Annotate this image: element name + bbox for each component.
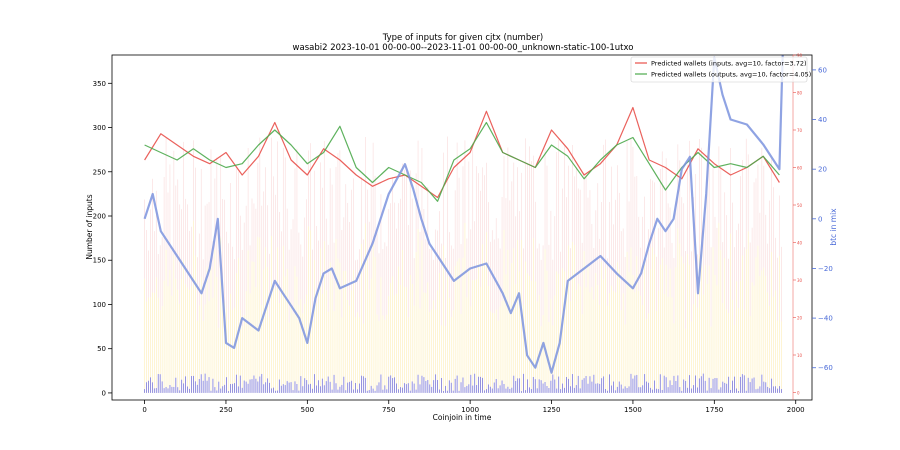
- y-tick-label: 150: [93, 257, 106, 265]
- y2-tick-label: 0: [818, 215, 822, 223]
- y2-tick-label: −20: [818, 265, 833, 273]
- y-tick-label: 250: [93, 168, 106, 176]
- y-axis-label: Number of inputs: [85, 194, 94, 259]
- y3-tick-label: 0: [797, 390, 800, 395]
- x-tick-label: 1250: [543, 406, 561, 414]
- series-line-2: [143, 54, 784, 374]
- y-axis-right-inner: 0 10 20 30 40 50 60 70 80 90: [792, 53, 803, 400]
- y3-tick-label: 10: [797, 353, 803, 358]
- y2-tick-label: 60: [818, 66, 827, 74]
- y3-tick-label: 50: [797, 203, 803, 208]
- chart-subtitle: wasabi2 2023-10-01 00-00-00--2023-11-01 …: [293, 43, 634, 53]
- y-tick-label: 50: [97, 345, 106, 353]
- x-tick-label: 2000: [787, 406, 805, 414]
- y2-tick-label: 20: [818, 166, 827, 174]
- x-tick-label: 0: [142, 406, 146, 414]
- y-axis-left: 0 50 100 150 200 250 300 350: [93, 80, 112, 397]
- y2-axis-label: btc in mix: [829, 208, 838, 246]
- y-tick-label: 300: [93, 124, 106, 132]
- x-tick-label: 250: [219, 406, 232, 414]
- x-axis-label: Coinjoin in time: [433, 413, 492, 422]
- legend-box: [630, 56, 808, 83]
- series-lines-layer: [143, 54, 784, 374]
- series-line-1: [144, 121, 780, 202]
- chart-title: Type of inputs for given cjtx (number): [382, 33, 544, 43]
- legend-label-outputs: Predicted wallets (outputs, avg=10, fact…: [651, 71, 811, 79]
- y3-tick-label: 30: [797, 278, 803, 283]
- x-axis: 0 250 500 750 1000 1250 1500 1750 2000: [142, 400, 805, 414]
- y3-tick-label: 70: [797, 128, 803, 133]
- legend-label-inputs: Predicted wallets (inputs, avg=10, facto…: [651, 60, 807, 68]
- y-tick-label: 350: [93, 80, 106, 88]
- x-tick-label: 1750: [705, 406, 723, 414]
- x-tick-label: 500: [301, 406, 314, 414]
- input-bars-layer: [144, 136, 782, 393]
- x-tick-label: 750: [382, 406, 395, 414]
- y3-tick-label: 60: [797, 165, 803, 170]
- y-tick-label: 100: [93, 301, 106, 309]
- legend: Predicted wallets (inputs, avg=10, facto…: [630, 56, 811, 83]
- y-tick-label: 0: [102, 389, 106, 397]
- y3-tick-label: 20: [797, 315, 803, 320]
- x-tick-label: 1500: [624, 406, 642, 414]
- y3-tick-label: 80: [797, 90, 803, 95]
- y3-tick-label: 40: [797, 240, 803, 245]
- y-axis-right: −60 −40 −20 0 20 40 60: [812, 66, 833, 372]
- x-tick-label: 1000: [461, 406, 479, 414]
- plot-frame: [111, 54, 813, 401]
- series-line-0: [144, 106, 780, 199]
- y-tick-label: 200: [93, 213, 106, 221]
- y2-tick-label: −40: [818, 315, 833, 323]
- y2-tick-label: −60: [818, 364, 833, 372]
- y3-tick-label: 90: [797, 53, 803, 58]
- y2-tick-label: 40: [818, 116, 827, 124]
